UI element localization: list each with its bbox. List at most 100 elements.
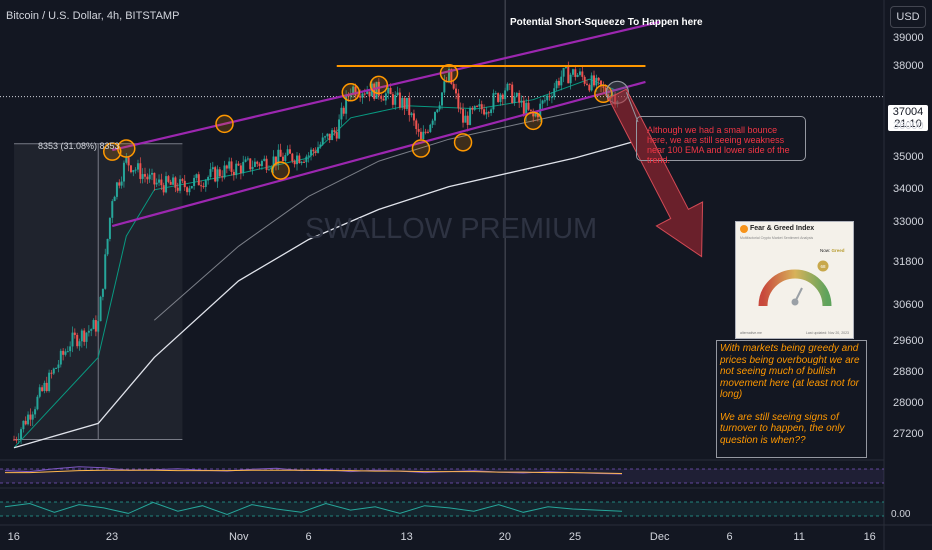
candle-body — [246, 158, 249, 160]
candle-body — [555, 80, 558, 89]
candle-body — [256, 161, 259, 164]
candle-body — [522, 100, 525, 115]
fear-greed-card: Fear & Greed Index Multifactorial Crypto… — [735, 221, 854, 339]
candle-body — [218, 169, 221, 177]
candle-body — [412, 113, 415, 121]
candle-body — [296, 155, 299, 165]
candle-body — [422, 131, 425, 140]
candle-body — [583, 76, 586, 84]
candle-body — [193, 177, 196, 187]
touch-point-marker — [453, 133, 473, 152]
candle-body — [578, 71, 581, 75]
candle-body — [501, 94, 504, 100]
candle-body — [550, 97, 553, 99]
candle-body — [602, 86, 605, 88]
oscillator-zero-label: 0.00 — [891, 509, 911, 520]
bitcoin-logo-icon — [740, 225, 748, 233]
candle-body — [303, 161, 306, 163]
candle-body — [216, 169, 219, 182]
candle-body — [99, 296, 102, 322]
candle-body — [490, 109, 493, 114]
candle-body — [333, 130, 336, 133]
candle-body — [576, 74, 579, 77]
candle-body — [122, 162, 125, 182]
candle-body — [15, 439, 18, 441]
candle-body — [45, 382, 48, 392]
touch-point-marker — [215, 114, 234, 134]
price-axis-tick: 34000 — [893, 182, 924, 195]
measure-range-label: 8353 (31.08%) 8353 — [38, 141, 120, 151]
candle-body — [183, 180, 186, 188]
candle-body — [55, 367, 58, 369]
fear-greed-source: alternative.me — [740, 331, 762, 335]
candle-body — [426, 131, 429, 133]
candle-body — [389, 87, 392, 95]
candle-body — [263, 158, 266, 161]
candle-body — [57, 364, 60, 368]
candle-body — [520, 100, 523, 103]
candle-body — [239, 165, 242, 174]
candle-body — [581, 71, 584, 77]
candle-body — [590, 75, 593, 91]
candle-body — [167, 176, 170, 182]
bar-countdown: 21:10 — [894, 118, 922, 130]
currency-button[interactable]: USD — [890, 6, 926, 28]
candle-body — [174, 177, 177, 188]
candle-body — [569, 74, 572, 84]
candle-body — [97, 321, 100, 332]
time-axis-tick: 16 — [7, 531, 20, 543]
candle-body — [532, 110, 535, 117]
candle-body — [272, 156, 275, 168]
candle-body — [534, 113, 537, 117]
candle-body — [560, 76, 563, 86]
candle-body — [319, 144, 322, 148]
candle-body — [237, 163, 240, 166]
candle-body — [571, 69, 574, 75]
candle-body — [202, 186, 205, 188]
candle-body — [286, 149, 289, 156]
candle-body — [244, 159, 247, 162]
candle-body — [172, 177, 175, 185]
fear-greed-subtitle: Multifactorial Crypto Market Sentiment A… — [740, 236, 814, 240]
price-axis-tick: 30600 — [893, 298, 924, 311]
price-axis-tick: 29600 — [893, 335, 924, 348]
candle-body — [424, 131, 427, 133]
candle-body — [101, 288, 104, 297]
fear-greed-now-label: Now: — [820, 248, 831, 253]
candle-body — [382, 98, 385, 101]
candle-body — [604, 87, 607, 95]
candle-body — [87, 330, 90, 333]
candle-body — [284, 155, 287, 162]
candle-body — [153, 172, 156, 185]
candle-body — [562, 68, 565, 77]
candle-body — [600, 80, 603, 87]
candle-body — [141, 174, 144, 179]
candle-body — [441, 92, 443, 106]
candle-body — [43, 382, 46, 391]
candle-body — [85, 332, 88, 342]
candle-body — [111, 201, 114, 218]
candle-body — [76, 334, 79, 347]
candle-body — [588, 84, 591, 91]
candle-body — [433, 112, 436, 121]
candle-body — [462, 108, 465, 123]
candle-body — [62, 350, 65, 355]
candle-body — [17, 439, 20, 441]
ema-line-3 — [153, 102, 618, 321]
candle-body — [211, 167, 214, 170]
candle-body — [335, 132, 338, 139]
candle-body — [314, 151, 317, 153]
candle-body — [597, 77, 600, 81]
candle-body — [13, 439, 16, 441]
bearish-projection-arrow — [607, 88, 704, 258]
candle-body — [471, 107, 474, 110]
candle-body — [464, 115, 467, 123]
time-axis-tick: Dec — [649, 531, 670, 543]
candle-body — [574, 69, 577, 77]
candle-body — [66, 351, 69, 353]
candle-body — [391, 94, 394, 105]
candle-body — [181, 179, 184, 181]
chart-annotation-title: Potential Short-Squeeze To Happen here — [510, 17, 703, 28]
